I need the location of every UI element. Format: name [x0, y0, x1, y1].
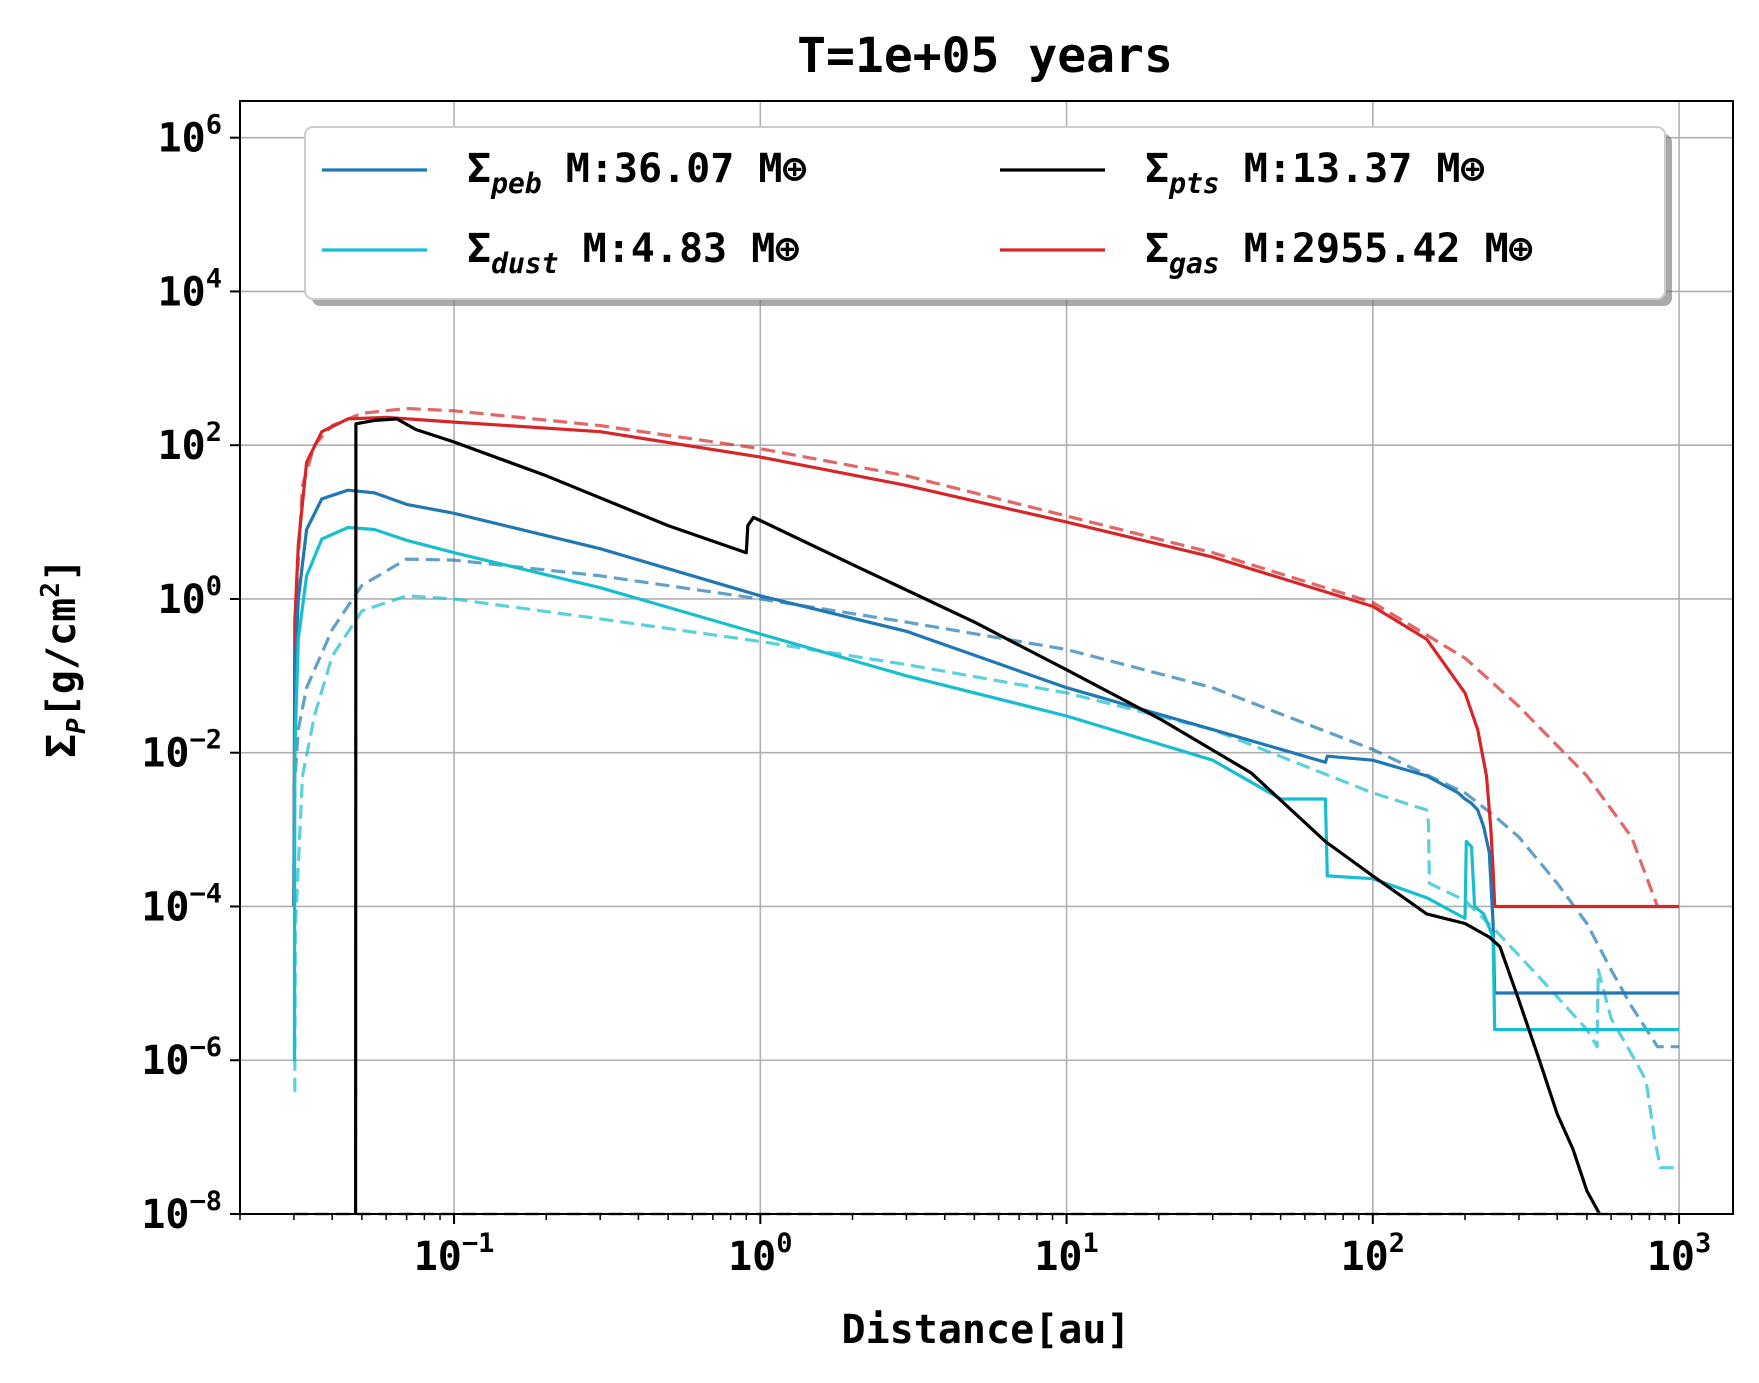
x-tick-label: 103 — [1647, 1228, 1711, 1280]
y-label-close: ] — [39, 558, 85, 582]
series-peb_initial — [292, 557, 1680, 1049]
x-axis-label: Distance[au] — [842, 1307, 1131, 1353]
x-tick-label: 102 — [1341, 1228, 1405, 1280]
legend-label-pts: Σpts M:13.37 M⊕ — [1145, 146, 1485, 200]
y-tick-label: 104 — [158, 263, 222, 315]
chart-title: T=1e+05 years — [797, 28, 1173, 84]
series-gas — [292, 415, 1680, 909]
series-pts — [354, 417, 1602, 1215]
series-dust — [292, 525, 1680, 1062]
plot-frame — [239, 100, 1734, 1215]
y-tick-label: 10−2 — [141, 725, 222, 777]
y-label-subscript: P — [62, 718, 92, 734]
legend-label-gas: Σgas M:2955.42 M⊕ — [1145, 226, 1533, 280]
y-label-superscript: 2 — [36, 582, 66, 598]
y-axis: 106 104 102 100 10−2 10−4 10−6 10−8 — [141, 110, 240, 1238]
series-group — [292, 406, 1680, 1216]
y-tick-label: 10−6 — [141, 1032, 222, 1084]
y-axis-label: ΣP[g/cm2] — [36, 558, 92, 758]
y-tick-label: 106 — [158, 110, 222, 162]
legend-label-dust: Σdust M:4.83 M⊕ — [467, 226, 799, 280]
y-tick-label: 100 — [158, 571, 222, 623]
x-tick-label: 101 — [1034, 1228, 1098, 1280]
y-label-unit: [g/cm — [39, 598, 85, 718]
y-tick-label: 10−8 — [141, 1186, 222, 1238]
series-dust_initial — [293, 594, 1680, 1170]
y-tick-label: 10−4 — [141, 878, 222, 930]
legend: Σpeb M:36.07 M⊕ Σpts M:13.37 M⊕ Σdust M:4.… — [304, 126, 1672, 306]
x-axis: 10−1 100 101 102 103 — [239, 1214, 1711, 1280]
series-peb — [292, 488, 1680, 995]
y-tick-label: 102 — [158, 417, 222, 469]
legend-label-peb: Σpeb M:36.07 M⊕ — [467, 146, 807, 200]
x-tick-label: 100 — [728, 1228, 792, 1280]
y-label-symbol: Σ — [39, 734, 85, 758]
x-tick-label: 10−1 — [414, 1228, 495, 1280]
